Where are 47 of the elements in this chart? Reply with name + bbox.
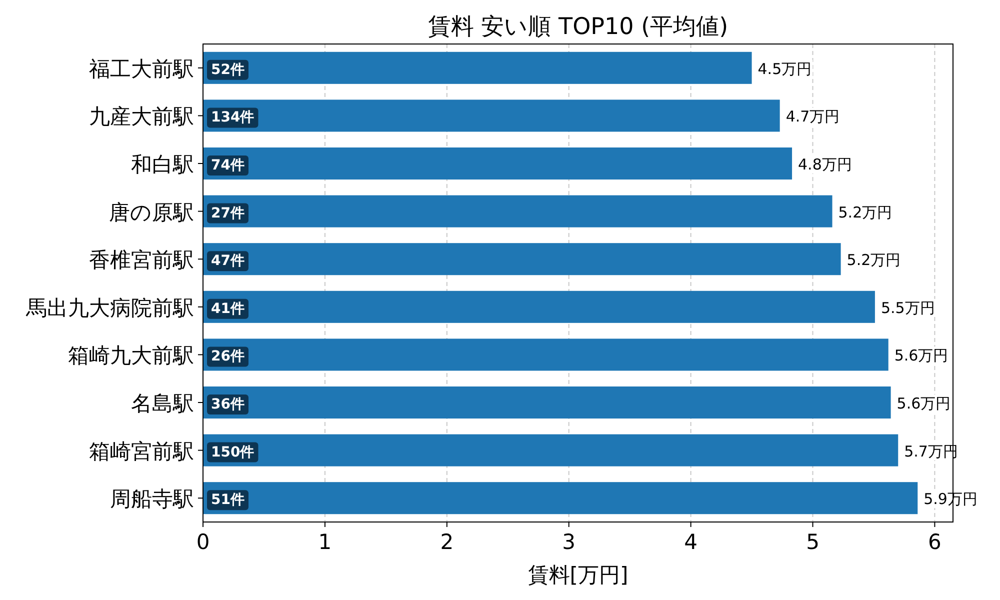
y-tick-label: 和白駅 <box>131 152 194 176</box>
annotation: 150件 <box>211 444 254 460</box>
annotation: 51件 <box>211 492 244 508</box>
bar <box>203 243 841 276</box>
annotation: 41件 <box>211 300 244 317</box>
y-tick-label: 唐の原駅 <box>109 200 194 224</box>
x-axis-title: 賃料[万円] <box>528 563 628 587</box>
bar <box>203 52 752 84</box>
y-tick-label: 名島駅 <box>131 392 194 416</box>
annotation: 134件 <box>211 110 254 126</box>
bar <box>203 386 891 419</box>
bar <box>203 290 875 323</box>
annotation: 74件 <box>211 158 244 174</box>
data-label: 4.8万円 <box>798 156 852 174</box>
annotation: 26件 <box>211 348 244 365</box>
annotation: 36件 <box>211 396 244 412</box>
bar <box>203 338 888 371</box>
x-tick-label: 0 <box>196 530 210 554</box>
bar <box>203 482 918 514</box>
y-tick-label: 周船寺駅 <box>110 487 194 512</box>
bar <box>203 195 832 228</box>
y-tick-label: 箱崎九大前駅 <box>68 344 194 368</box>
y-tick-label: 福工大前駅 <box>89 56 194 81</box>
chart-title: 賃料 安い順 TOP10 (平均値) <box>428 14 728 40</box>
x-tick-label: 6 <box>928 530 942 554</box>
data-label: 5.6万円 <box>894 346 948 365</box>
bar <box>203 100 780 132</box>
data-label: 4.5万円 <box>758 60 812 78</box>
y-tick-label: 箱崎宮前駅 <box>89 439 194 464</box>
bar <box>203 434 898 466</box>
x-tick-label: 4 <box>684 530 698 554</box>
y-tick-label: 九産大前駅 <box>89 104 194 129</box>
annotation: 27件 <box>211 205 244 222</box>
x-tick-label: 3 <box>562 530 576 554</box>
annotation: 47件 <box>211 253 244 270</box>
bar <box>203 147 792 180</box>
x-tick-label: 1 <box>318 530 332 554</box>
data-label: 4.7万円 <box>786 108 840 126</box>
data-label: 5.2万円 <box>846 251 901 270</box>
data-label: 5.5万円 <box>880 298 935 317</box>
x-tick-label: 2 <box>440 530 454 554</box>
y-tick-label: 香椎宮前駅 <box>89 248 194 272</box>
y-tick-label: 馬出九大病院前駅 <box>25 296 194 320</box>
data-label: 5.6万円 <box>896 394 951 412</box>
x-tick-label: 5 <box>806 530 820 554</box>
data-label: 5.2万円 <box>838 203 892 222</box>
annotation: 52件 <box>211 62 244 78</box>
